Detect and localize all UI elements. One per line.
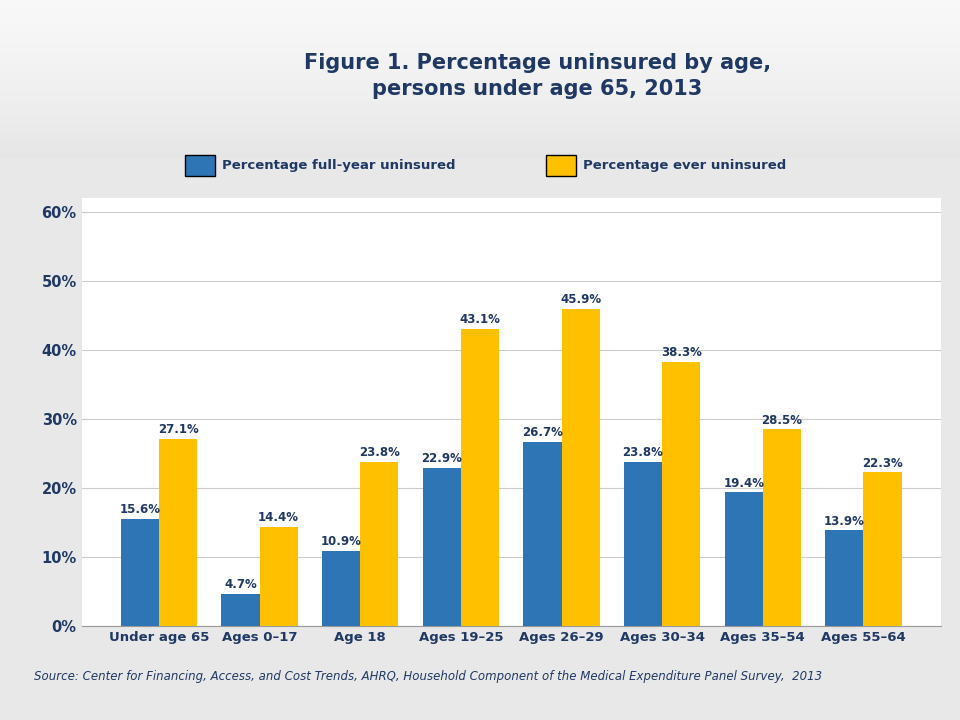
Text: 4.7%: 4.7% <box>224 578 257 591</box>
Text: 10.9%: 10.9% <box>321 536 362 549</box>
Bar <box>360 462 398 626</box>
Bar <box>121 518 159 626</box>
Text: 43.1%: 43.1% <box>460 312 500 326</box>
Bar <box>725 492 763 626</box>
Text: 38.3%: 38.3% <box>660 346 702 359</box>
Bar <box>523 442 562 626</box>
Bar <box>562 310 600 626</box>
Text: 26.7%: 26.7% <box>522 426 563 439</box>
Text: 23.8%: 23.8% <box>359 446 399 459</box>
Text: 23.8%: 23.8% <box>623 446 663 459</box>
Bar <box>624 462 662 626</box>
Text: 27.1%: 27.1% <box>157 423 199 436</box>
Bar <box>826 531 863 626</box>
Bar <box>461 328 499 626</box>
Text: 28.5%: 28.5% <box>761 414 803 427</box>
Bar <box>159 439 197 626</box>
Bar <box>863 472 901 626</box>
Text: 19.4%: 19.4% <box>723 477 764 490</box>
Text: 22.9%: 22.9% <box>421 452 462 465</box>
Bar <box>422 468 461 626</box>
Text: 15.6%: 15.6% <box>119 503 160 516</box>
Text: 22.3%: 22.3% <box>862 456 903 469</box>
FancyBboxPatch shape <box>545 155 576 176</box>
Text: Source: Center for Financing, Access, and Cost Trends, AHRQ, Household Component: Source: Center for Financing, Access, an… <box>34 670 822 683</box>
Bar <box>322 551 360 626</box>
Bar <box>259 527 298 626</box>
Text: Figure 1. Percentage uninsured by age,
persons under age 65, 2013: Figure 1. Percentage uninsured by age, p… <box>304 53 771 99</box>
Text: Percentage full-year uninsured: Percentage full-year uninsured <box>222 159 455 172</box>
Text: 45.9%: 45.9% <box>560 294 601 307</box>
Bar <box>222 594 259 626</box>
FancyBboxPatch shape <box>184 155 215 176</box>
Text: 13.9%: 13.9% <box>824 515 865 528</box>
Bar <box>662 361 701 626</box>
Text: 14.4%: 14.4% <box>258 511 300 524</box>
Bar <box>763 429 801 626</box>
Text: Percentage ever uninsured: Percentage ever uninsured <box>583 159 786 172</box>
